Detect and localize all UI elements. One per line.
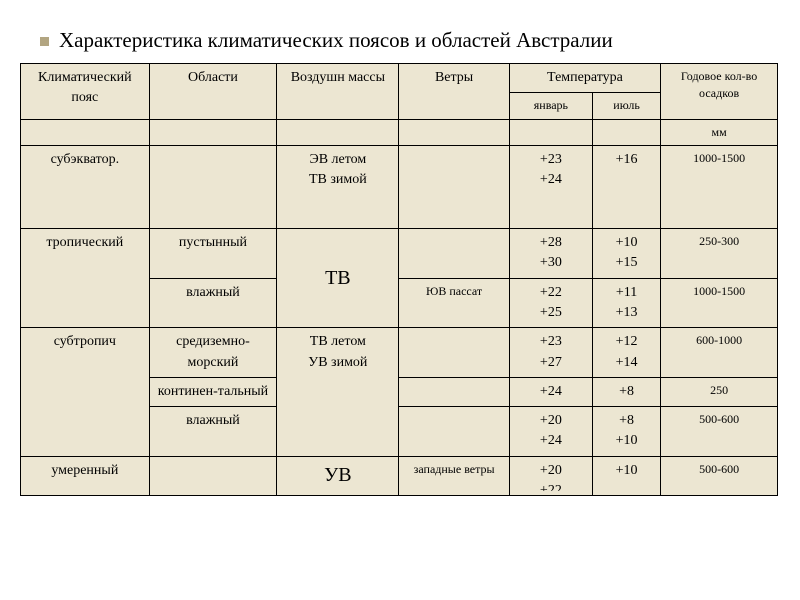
- cell-jul: +8+10: [593, 407, 661, 457]
- cell-region: [149, 456, 277, 495]
- cell-winds: [399, 407, 509, 457]
- cell-airmass-text: УВ: [283, 461, 392, 491]
- cell-airmass: УВ: [277, 456, 399, 495]
- cell-belt: субэкватор.: [21, 146, 150, 229]
- cell-winds: западные ветры: [399, 456, 509, 495]
- title-text: Характеристика климатических поясов и об…: [59, 28, 613, 52]
- cell-jul: +12+14: [593, 328, 661, 378]
- cell-precip: 1000-1500: [661, 146, 778, 229]
- blank-cell: [593, 119, 661, 145]
- cell-precip: 500-600: [661, 407, 778, 457]
- cell-airmass: ТВ летомУВ зимой: [277, 328, 399, 456]
- table-row: субтропич средиземно-морский ТВ летомУВ …: [21, 328, 778, 378]
- cell-precip: 600-1000: [661, 328, 778, 378]
- cell-jan: +20+22: [509, 456, 592, 495]
- cell-precip: 250: [661, 377, 778, 406]
- cell-winds: [399, 377, 509, 406]
- cell-belt-text: умеренный: [27, 461, 143, 491]
- cell-jan: +24: [509, 377, 592, 406]
- cell-airmass: ЭВ летомТВ зимой: [277, 146, 399, 229]
- cell-jul: +10+15: [593, 229, 661, 279]
- cell-jan: +23+27: [509, 328, 592, 378]
- page-title: Характеристика климатических поясов и об…: [40, 28, 780, 53]
- cell-jul: +8: [593, 377, 661, 406]
- cell-region: средиземно-морский: [149, 328, 277, 378]
- cell-precip: 500-600: [661, 456, 778, 495]
- cell-region: [149, 146, 277, 229]
- climate-table: Климатический пояс Области Воздушн массы…: [20, 63, 778, 496]
- th-precip: Годовое кол-во осадков: [661, 64, 778, 120]
- th-jan: январь: [509, 93, 592, 119]
- table-header-row: Климатический пояс Области Воздушн массы…: [21, 64, 778, 93]
- title-bullet: [40, 37, 49, 46]
- cell-winds: [399, 328, 509, 378]
- cell-jan-text: +20+22: [516, 461, 586, 491]
- cell-precip: 1000-1500: [661, 278, 778, 328]
- cell-winds: [399, 229, 509, 279]
- cell-precip-text: 500-600: [667, 461, 771, 491]
- cell-jul: +11+13: [593, 278, 661, 328]
- cell-region: континен-тальный: [149, 377, 277, 406]
- cell-belt: тропический: [21, 229, 150, 328]
- table-row: умеренный УВ западные ветры +20+22 +10 5…: [21, 456, 778, 495]
- blank-cell: [149, 119, 277, 145]
- cell-jul: +16: [593, 146, 661, 229]
- th-jul: июль: [593, 93, 661, 119]
- cell-precip: 250-300: [661, 229, 778, 279]
- blank-cell: [399, 119, 509, 145]
- th-mm: мм: [661, 119, 778, 145]
- th-belt: Климатический пояс: [21, 64, 150, 120]
- blank-cell: [277, 119, 399, 145]
- cell-region: пустынный: [149, 229, 277, 279]
- cell-region: влажный: [149, 407, 277, 457]
- cell-jan: +23+24: [509, 146, 592, 229]
- blank-cell: [509, 119, 592, 145]
- th-region: Области: [149, 64, 277, 120]
- table-header-row: мм: [21, 119, 778, 145]
- th-airmass: Воздушн массы: [277, 64, 399, 120]
- cell-jan: +28+30: [509, 229, 592, 279]
- cell-belt: субтропич: [21, 328, 150, 456]
- cell-jul: +10: [593, 456, 661, 495]
- cell-winds: ЮВ пассат: [399, 278, 509, 328]
- cell-belt: умеренный: [21, 456, 150, 495]
- cell-winds-text: западные ветры: [405, 461, 502, 491]
- cell-region-text: [156, 461, 271, 491]
- blank-cell: [21, 119, 150, 145]
- th-temp: Температура: [509, 64, 660, 93]
- cell-jan: +20+24: [509, 407, 592, 457]
- cell-airmass: ТВ: [277, 229, 399, 328]
- cell-winds: [399, 146, 509, 229]
- cell-jan: +22+25: [509, 278, 592, 328]
- table-row: субэкватор. ЭВ летомТВ зимой +23+24 +16 …: [21, 146, 778, 229]
- cell-jul-text: +10: [599, 461, 654, 491]
- th-winds: Ветры: [399, 64, 509, 120]
- cell-region: влажный: [149, 278, 277, 328]
- table-row: тропический пустынный ТВ +28+30 +10+15 2…: [21, 229, 778, 279]
